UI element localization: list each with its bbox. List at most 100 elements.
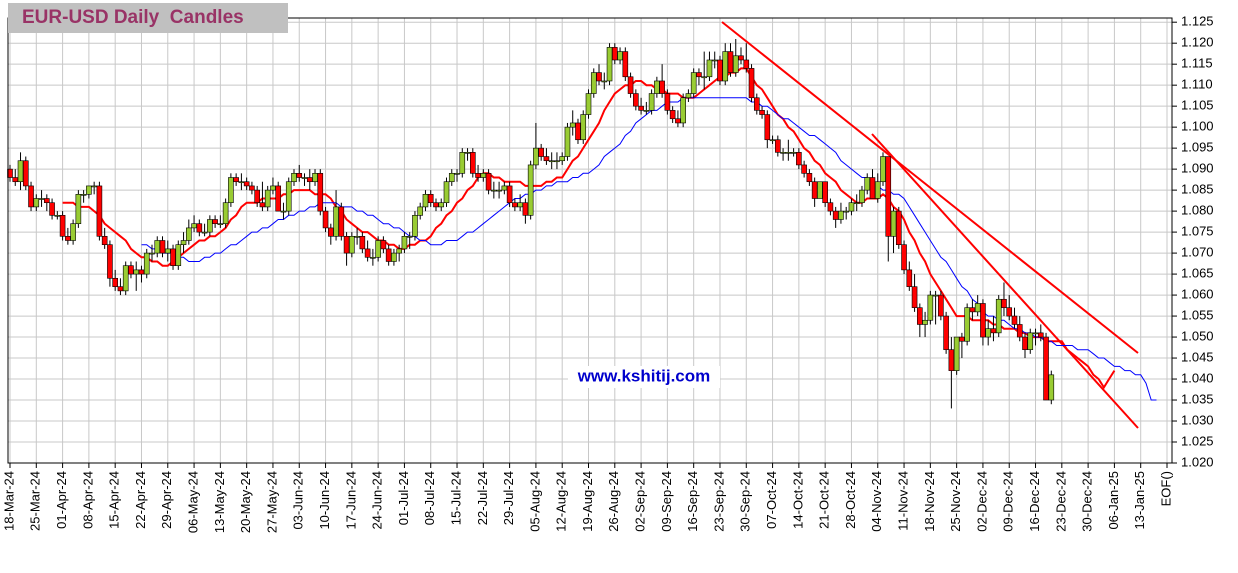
candle-body: [233, 177, 239, 183]
candle-body: [711, 59, 718, 62]
candle-body: [154, 240, 161, 254]
candle-body: [964, 307, 970, 342]
candle-body: [585, 93, 592, 115]
candle-body: [443, 181, 450, 204]
candle-body: [580, 114, 587, 141]
x-tick-label: 08-Jul-24: [422, 471, 437, 525]
candle-body: [753, 97, 760, 111]
x-tick-label: 11-Nov-24: [895, 471, 910, 531]
candle-body: [890, 210, 897, 237]
candle-body: [969, 307, 976, 313]
candle-body: [412, 215, 418, 237]
candle-body: [869, 177, 876, 199]
y-tick-label: 1.035: [1181, 391, 1214, 406]
candle-body: [517, 202, 523, 208]
x-tick-label: 25-Nov-24: [948, 471, 963, 532]
x-tick-label: 29-Apr-24: [159, 471, 174, 529]
candle-body: [375, 240, 381, 258]
candle-body: [448, 173, 455, 183]
x-tick-label: 26-Aug-24: [606, 471, 621, 532]
candle-body: [864, 177, 871, 191]
candle-body: [401, 236, 408, 250]
candle-body: [301, 177, 308, 179]
candle-body: [848, 202, 855, 212]
candle-body: [159, 240, 166, 254]
moving-average-line: [62, 67, 1116, 390]
y-tick-label: 1.085: [1181, 182, 1214, 197]
x-tick-label: 06-May-24: [186, 471, 201, 533]
candle-body: [28, 185, 34, 208]
candle-body: [70, 223, 76, 241]
candle-body: [706, 59, 713, 78]
x-tick-label: EOF(): [1158, 471, 1173, 506]
y-tick-label: 1.050: [1181, 328, 1214, 343]
candle-body: [822, 181, 828, 204]
y-tick-label: 1.055: [1181, 308, 1214, 323]
candle-body: [732, 55, 739, 73]
candle-body: [974, 303, 981, 313]
marks: [7, 38, 1157, 409]
candle-body: [196, 223, 203, 233]
candle-body: [690, 72, 697, 94]
candle-body: [459, 152, 466, 174]
candle-body: [391, 252, 397, 262]
candle-body: [780, 152, 786, 154]
candle-body: [885, 156, 892, 237]
candle-body: [859, 189, 865, 204]
y-tick-label: 1.110: [1181, 77, 1213, 92]
candle-body: [427, 194, 434, 204]
candle-body: [312, 173, 318, 183]
candle-body: [80, 194, 87, 196]
candle-body: [422, 194, 429, 208]
candle-body: [54, 215, 61, 217]
candle-body: [727, 51, 734, 73]
candle-body: [238, 181, 245, 184]
x-tick-label: 18-Nov-24: [922, 471, 937, 532]
watermark: www.kshitij.com: [577, 366, 711, 385]
candle-body: [101, 236, 108, 245]
y-tick-label: 1.100: [1181, 119, 1214, 134]
y-tick-label: 1.045: [1181, 349, 1214, 364]
candle-body: [396, 248, 402, 254]
candle-body: [17, 160, 24, 183]
trend-line: [871, 133, 1139, 429]
candle-body: [117, 286, 124, 292]
candle-body: [827, 202, 834, 212]
x-tick-label: 13-Jan-25: [1132, 471, 1147, 530]
candle-body: [222, 202, 229, 225]
candle-body: [543, 156, 550, 162]
candle-body: [1006, 307, 1013, 317]
candle-body: [522, 202, 529, 216]
candle-body: [406, 236, 413, 238]
candle-body: [491, 189, 497, 192]
x-tick-label: 09-Dec-24: [1001, 471, 1016, 532]
chart-title: EUR-USD Daily Candles: [8, 3, 288, 33]
x-tick-label: 30-Dec-24: [1080, 471, 1095, 532]
x-tick-label: 22-Apr-24: [133, 471, 148, 529]
plot-border: [7, 17, 1173, 464]
trend-line: [721, 21, 1139, 354]
candle-body: [480, 173, 487, 178]
candle-body: [180, 240, 187, 245]
candle-body: [990, 328, 997, 334]
candle-body: [917, 307, 923, 325]
candle-body: [948, 349, 955, 371]
candle-body: [675, 118, 681, 124]
y-tick-label: 1.070: [1181, 245, 1214, 260]
candle-body: [696, 72, 702, 78]
trend-lines: [721, 21, 1139, 429]
candle-body: [349, 236, 355, 254]
candle-body: [633, 93, 639, 107]
candle-body: [569, 122, 576, 128]
candle-body: [275, 185, 282, 212]
x-tick-label: 01-Apr-24: [54, 471, 69, 529]
candle-body: [617, 51, 623, 61]
candle-body: [501, 185, 508, 191]
x-tick-label: 01-Jul-24: [396, 471, 411, 525]
candle-body: [938, 294, 944, 317]
x-tick-label: 19-Aug-24: [580, 471, 595, 532]
candle-body: [564, 126, 571, 157]
candle-body: [191, 223, 197, 229]
candle-body: [1016, 324, 1023, 338]
x-tick-label: 07-Oct-24: [764, 471, 779, 529]
